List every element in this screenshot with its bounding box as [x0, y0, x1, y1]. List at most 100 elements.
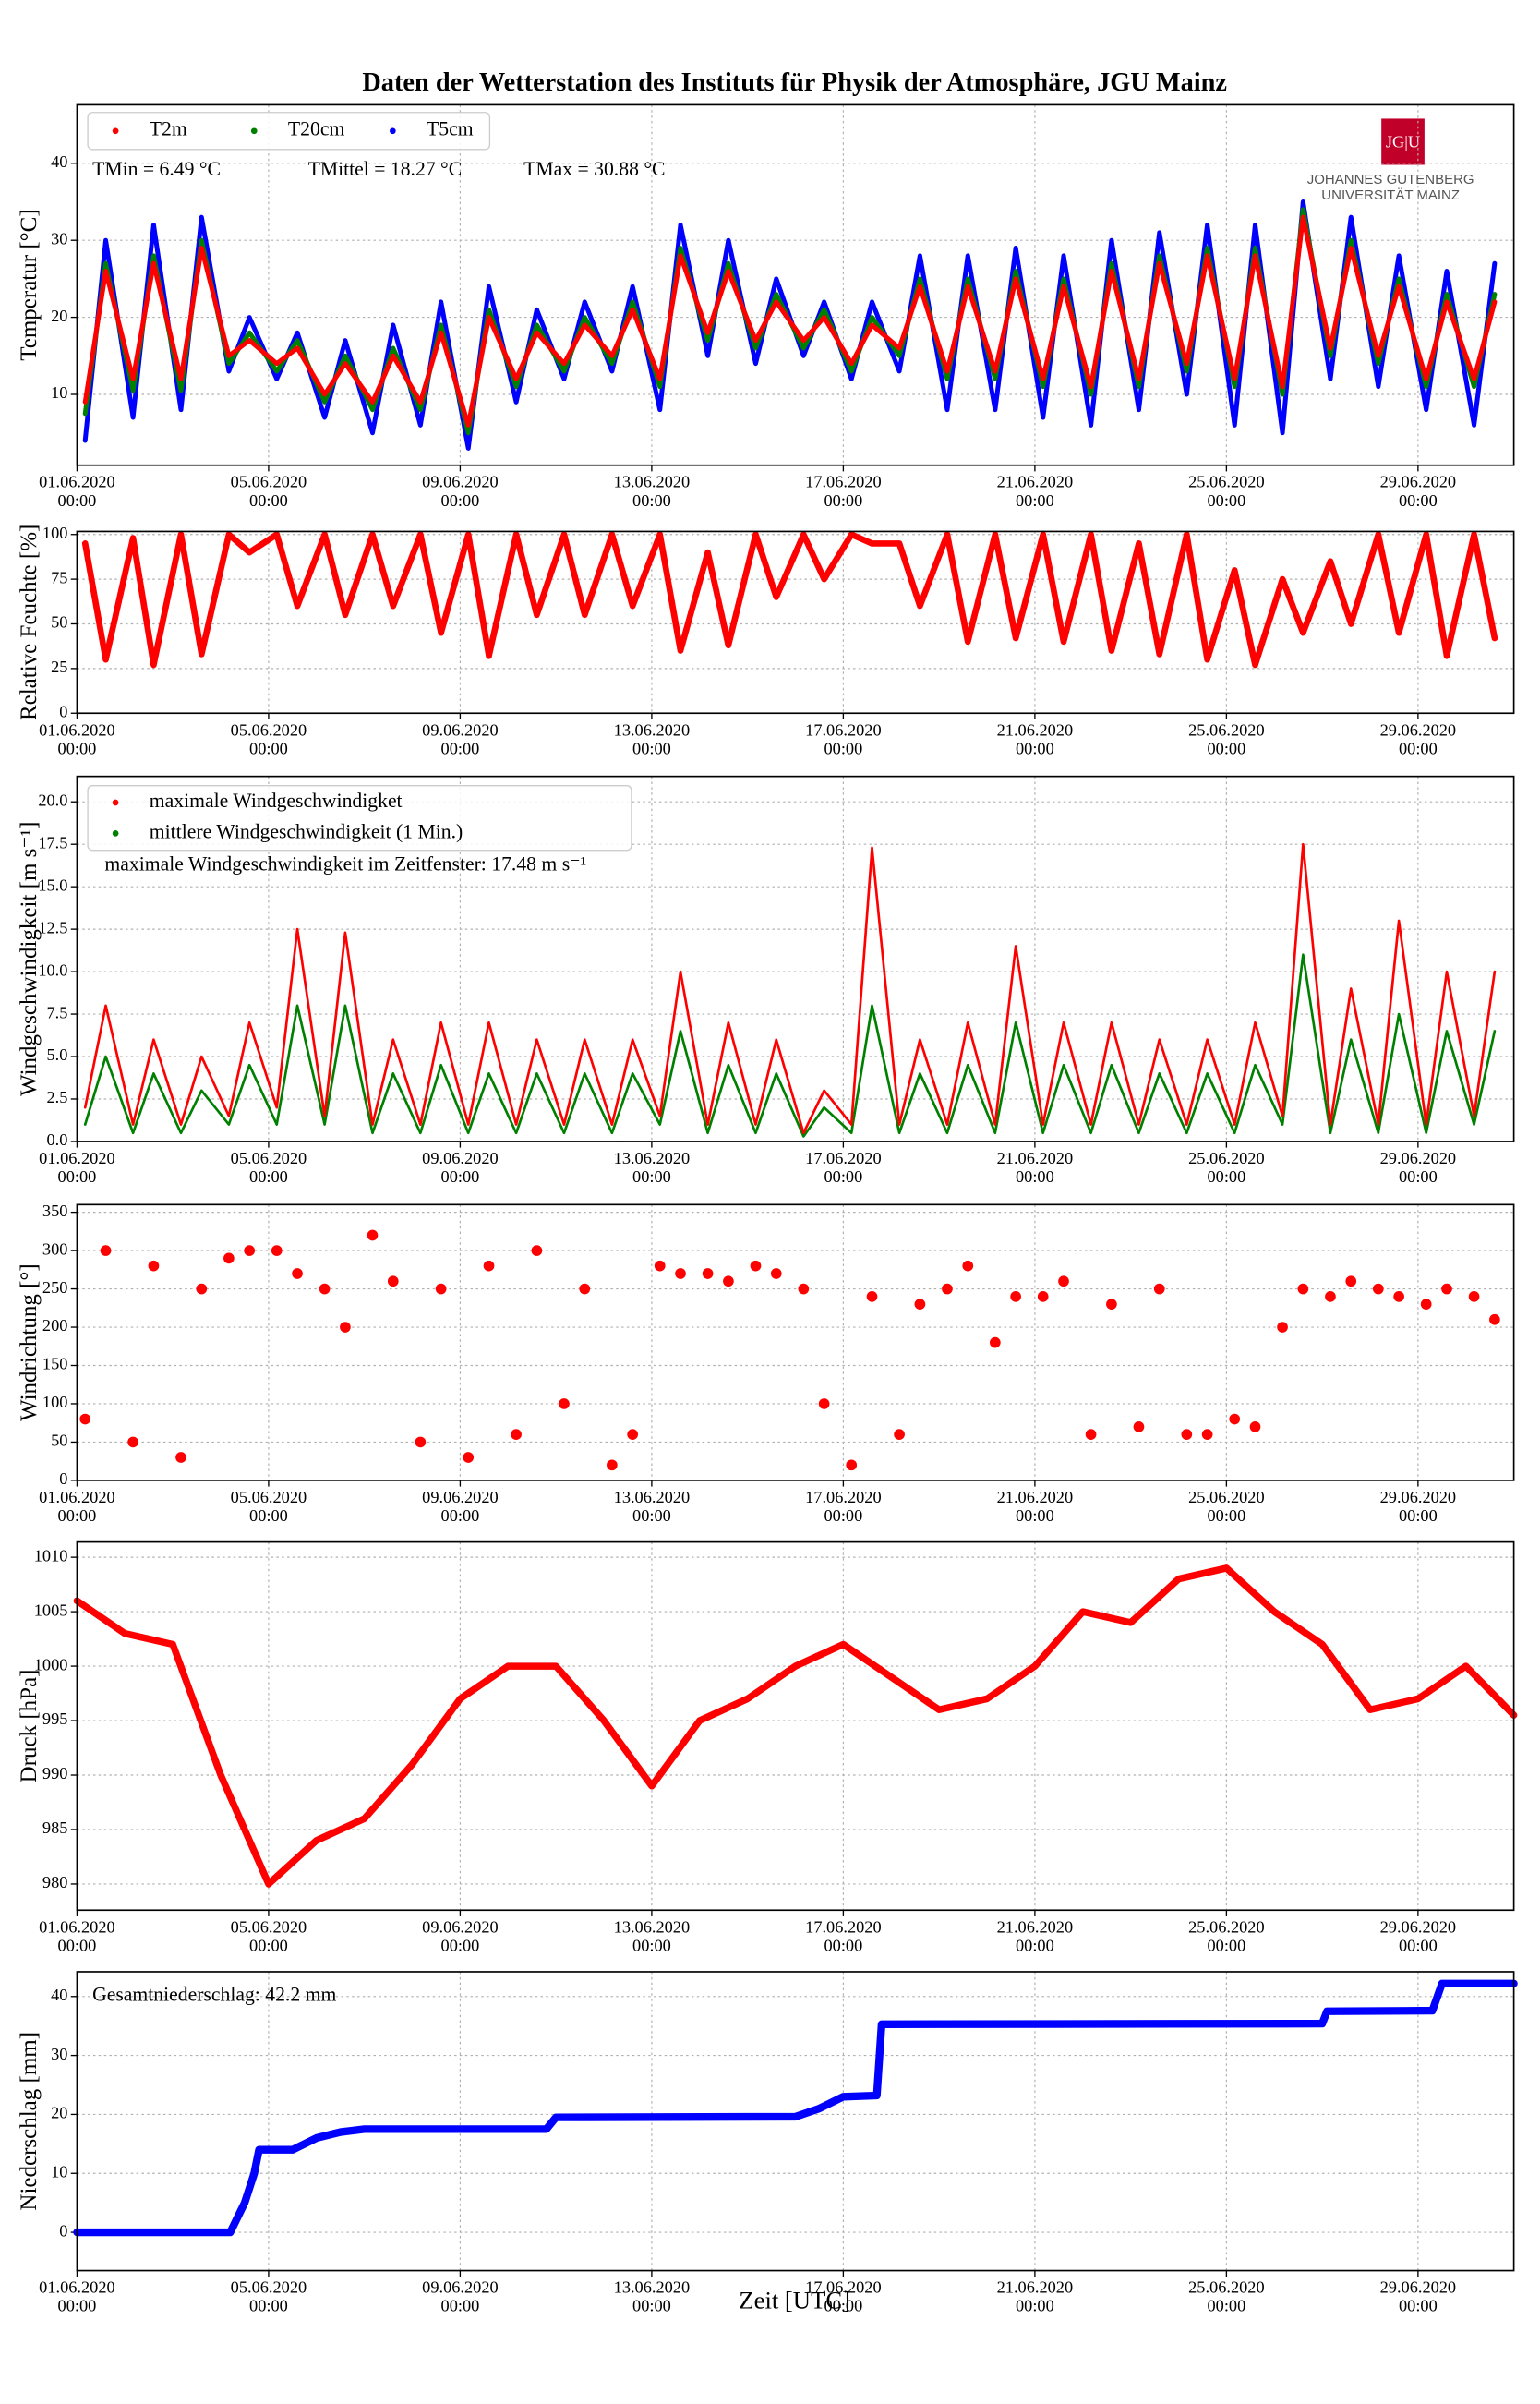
y-tick-label: 100 [42, 524, 68, 542]
x-tick-label: 25.06.2020 00:00 [1188, 1488, 1264, 1525]
series-point [914, 1299, 926, 1310]
series-point [1153, 1283, 1165, 1295]
series-point [1229, 1413, 1241, 1425]
logo-mark: JG|U [1386, 132, 1420, 151]
annotation: TMin = 6.49 °C [92, 158, 221, 180]
y-tick-label: 75 [51, 568, 67, 586]
series-point [463, 1452, 475, 1463]
x-tick-label: 21.06.2020 00:00 [997, 473, 1073, 510]
annotation: Gesamtniederschlag: 42.2 mm [92, 1984, 336, 2006]
y-tick-label: 980 [42, 1873, 68, 1891]
series-point [1420, 1299, 1432, 1310]
series-point [148, 1260, 160, 1272]
series-point [962, 1260, 974, 1272]
y-tick-label: 250 [42, 1278, 68, 1297]
y-tick-label: 25 [51, 658, 67, 676]
legend-marker [112, 799, 119, 806]
series-point [1441, 1283, 1452, 1295]
x-tick-label: 09.06.2020 00:00 [422, 473, 498, 510]
legend-label: mittlere Windgeschwindigkeit (1 Min.) [150, 820, 463, 842]
y-tick-label: 7.5 [46, 1003, 67, 1021]
legend-marker [112, 127, 119, 135]
series-point [846, 1459, 858, 1471]
annotation: maximale Windgeschwindigkeit im Zeitfens… [104, 852, 586, 875]
figure-title: Daten der Wetterstation des Instituts fü… [362, 68, 1227, 97]
y-axis-label: Niederschlag [mm] [17, 2032, 42, 2211]
series-point [1181, 1429, 1193, 1440]
y-tick-label: 17.5 [38, 833, 67, 852]
y-tick-label: 10 [51, 383, 67, 402]
series-point [1489, 1313, 1500, 1325]
y-tick-label: 12.5 [38, 918, 67, 936]
y-tick-label: 0.0 [46, 1130, 67, 1149]
x-tick-label: 05.06.2020 00:00 [231, 473, 307, 510]
legend-label: T2m [150, 118, 187, 140]
x-tick-label: 09.06.2020 00:00 [422, 1149, 498, 1186]
y-tick-label: 990 [42, 1764, 68, 1782]
y-tick-label: 1010 [34, 1546, 68, 1564]
legend-label: T20cm [288, 118, 345, 140]
x-tick-label: 01.06.2020 00:00 [39, 1149, 114, 1186]
y-tick-label: 350 [42, 1202, 68, 1220]
series-point [435, 1283, 447, 1295]
series-line [83, 842, 1497, 1135]
y-axis-label: Windrichtung [°] [17, 1263, 42, 1421]
y-tick-label: 2.5 [46, 1088, 67, 1106]
y-tick-label: 50 [51, 1432, 67, 1450]
series-point [79, 1413, 91, 1425]
x-tick-label: 29.06.2020 00:00 [1380, 473, 1456, 510]
y-axis-label: Relative Feuchte [%] [17, 525, 42, 720]
series-point [244, 1245, 256, 1256]
x-tick-label: 05.06.2020 00:00 [231, 1917, 307, 1954]
series-point [750, 1260, 762, 1272]
series-point [175, 1452, 186, 1463]
series-point [1133, 1421, 1145, 1432]
x-tick-label: 17.06.2020 00:00 [805, 720, 881, 757]
x-tick-label: 09.06.2020 00:00 [422, 720, 498, 757]
x-tick-label: 29.06.2020 00:00 [1380, 720, 1456, 757]
series-point [367, 1229, 379, 1241]
x-tick-label: 29.06.2020 00:00 [1380, 1917, 1456, 1954]
x-tick-label: 25.06.2020 00:00 [1188, 473, 1264, 510]
series-point [818, 1398, 830, 1409]
plot-frame [76, 775, 1515, 1142]
y-tick-label: 20 [51, 307, 67, 325]
series-point [654, 1260, 666, 1272]
y-tick-label: 5.0 [46, 1045, 67, 1064]
legend-marker [390, 127, 396, 135]
series-point [1325, 1291, 1336, 1302]
series-point [1037, 1291, 1049, 1302]
series-point [702, 1268, 714, 1279]
series-point [607, 1459, 618, 1471]
y-tick-label: 1005 [34, 1601, 68, 1619]
x-tick-label: 29.06.2020 00:00 [1380, 2278, 1456, 2315]
series-point [196, 1283, 208, 1295]
plot-frame [76, 103, 1515, 466]
legend-marker [250, 127, 258, 135]
series-point [989, 1336, 1001, 1348]
y-tick-label: 100 [42, 1393, 68, 1411]
annotation: TMax = 30.88 °C [523, 158, 665, 180]
series-point [1277, 1322, 1288, 1333]
y-tick-label: 200 [42, 1316, 68, 1335]
series-point [798, 1283, 810, 1295]
series-point [942, 1283, 953, 1295]
series-point [511, 1429, 522, 1440]
legend-marker [112, 830, 119, 837]
series-point [1297, 1283, 1309, 1295]
legend-box [87, 112, 491, 151]
series-point [100, 1245, 112, 1256]
x-tick-label: 01.06.2020 00:00 [39, 2278, 114, 2315]
y-tick-label: 30 [51, 229, 67, 248]
x-tick-label: 17.06.2020 00:00 [805, 1917, 881, 1954]
y-axis-label: Druck [hPa] [17, 1669, 42, 1782]
x-tick-label: 25.06.2020 00:00 [1188, 2278, 1264, 2315]
y-tick-label: 40 [51, 152, 67, 171]
x-tick-label: 05.06.2020 00:00 [231, 2278, 307, 2315]
y-tick-label: 985 [42, 1818, 68, 1837]
legend-label: maximale Windgeschwindigket [150, 790, 403, 812]
plot-frame [76, 1203, 1515, 1481]
plot-frame [76, 1540, 1515, 1912]
series-point [340, 1322, 351, 1333]
y-tick-label: 0 [59, 702, 67, 720]
